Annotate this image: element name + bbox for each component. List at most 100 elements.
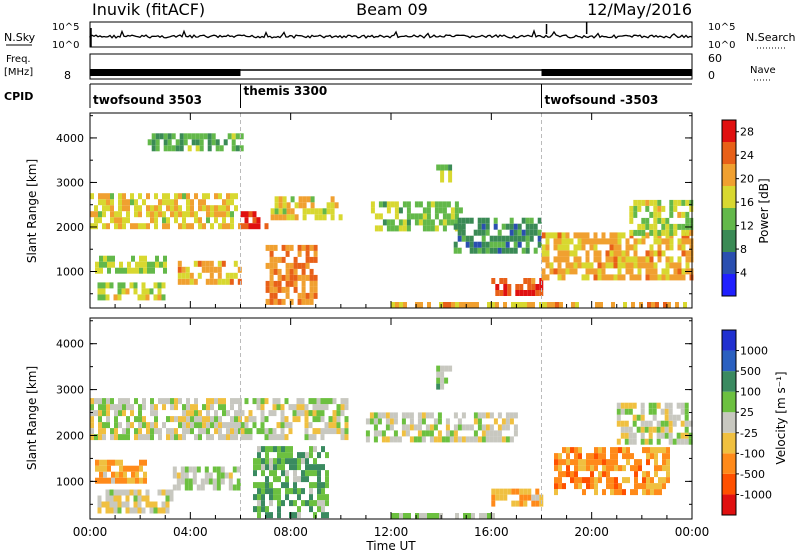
echo-cell bbox=[551, 302, 555, 308]
echo-cell bbox=[122, 434, 126, 441]
echo-cell bbox=[565, 238, 570, 245]
echo-cell bbox=[525, 217, 530, 224]
echo-cell bbox=[689, 217, 694, 224]
echo-cell bbox=[461, 235, 466, 242]
echo-cell bbox=[429, 412, 434, 419]
echo-cell bbox=[645, 268, 650, 275]
echo-cell bbox=[310, 196, 315, 203]
colorbar-tick-label: 1000 bbox=[740, 345, 768, 358]
echo-cell bbox=[558, 483, 562, 490]
echo-cell bbox=[228, 484, 233, 491]
echo-cell bbox=[418, 213, 423, 220]
echo-cell bbox=[289, 458, 293, 465]
echo-cell bbox=[578, 483, 582, 490]
echo-cell bbox=[114, 434, 118, 441]
echo-cell bbox=[109, 489, 114, 496]
echo-cell bbox=[632, 402, 637, 409]
echo-cell bbox=[318, 214, 323, 221]
echo-cell bbox=[163, 133, 168, 140]
echo-cell bbox=[189, 272, 194, 279]
x-tick-label: 04:00 bbox=[173, 525, 208, 539]
echo-cell bbox=[317, 452, 321, 459]
echo-cell bbox=[150, 410, 154, 417]
echo-cell bbox=[481, 247, 486, 254]
echo-cell bbox=[121, 288, 126, 295]
echo-cell bbox=[133, 282, 138, 289]
echo-cell bbox=[305, 262, 310, 269]
echo-cell bbox=[491, 513, 495, 519]
echo-cell bbox=[269, 494, 273, 501]
echo-cell bbox=[549, 268, 554, 275]
echo-cell bbox=[264, 434, 269, 441]
echo-cell bbox=[310, 208, 315, 215]
echo-cell bbox=[230, 211, 234, 218]
echo-cell bbox=[336, 416, 341, 423]
echo-cell bbox=[110, 211, 114, 218]
echo-cell bbox=[114, 422, 118, 429]
echo-cell bbox=[657, 274, 662, 281]
echo-cell bbox=[261, 464, 265, 471]
echo-cell bbox=[593, 274, 598, 281]
echo-cell bbox=[586, 465, 590, 472]
echo-cell bbox=[373, 424, 378, 431]
echo-cell bbox=[650, 489, 654, 496]
echo-cell bbox=[256, 217, 261, 224]
echo-cell bbox=[194, 217, 198, 224]
echo-cell bbox=[190, 416, 194, 423]
echo-cell bbox=[252, 422, 257, 429]
echo-cell bbox=[661, 250, 666, 257]
echo-cell bbox=[654, 459, 658, 466]
colorbar-swatch bbox=[722, 412, 736, 433]
echo-cell bbox=[296, 416, 301, 423]
echo-cell bbox=[209, 278, 214, 285]
echo-cell bbox=[106, 416, 110, 423]
echo-cell bbox=[656, 438, 661, 445]
echo-cell bbox=[231, 139, 236, 146]
echo-cell bbox=[610, 453, 614, 460]
echo-cell bbox=[680, 420, 685, 427]
echo-cell bbox=[523, 500, 528, 507]
echo-cell bbox=[645, 232, 650, 239]
echo-cell bbox=[541, 244, 546, 251]
echo-cell bbox=[322, 214, 327, 221]
echo-cell bbox=[239, 133, 244, 140]
echo-cell bbox=[527, 284, 532, 290]
echo-cell bbox=[657, 199, 662, 206]
echo-cell bbox=[293, 268, 298, 275]
echo-cell bbox=[261, 482, 265, 489]
echo-cell bbox=[628, 426, 633, 433]
echo-cell bbox=[477, 223, 482, 230]
echo-cell bbox=[289, 280, 294, 287]
echo-cell bbox=[276, 422, 281, 429]
echo-cell bbox=[304, 434, 309, 441]
echo-cell bbox=[625, 238, 630, 245]
echo-cell bbox=[296, 404, 301, 411]
echo-cell bbox=[257, 446, 261, 453]
echo-cell bbox=[318, 208, 323, 215]
echo-cell bbox=[226, 428, 230, 435]
echo-cell bbox=[665, 268, 670, 275]
echo-cell bbox=[677, 268, 682, 275]
echo-cell bbox=[151, 145, 156, 152]
echo-cell bbox=[649, 250, 654, 257]
noise-trace bbox=[89, 22, 693, 47]
echo-cell bbox=[493, 235, 498, 242]
echo-cell bbox=[309, 256, 314, 263]
echo-cell bbox=[624, 420, 629, 427]
echo-cell bbox=[523, 488, 528, 495]
echo-cell bbox=[119, 261, 123, 268]
power-colorbar-label: Power [dB] bbox=[757, 178, 771, 243]
echo-cell bbox=[557, 250, 562, 257]
echo-cell bbox=[531, 500, 536, 507]
echo-cell bbox=[244, 428, 249, 435]
echo-cell bbox=[113, 507, 118, 514]
echo-cell bbox=[179, 139, 184, 146]
echo-cell bbox=[273, 244, 278, 251]
echo-cell bbox=[616, 402, 621, 409]
echo-cell bbox=[336, 428, 341, 435]
echo-cell bbox=[469, 241, 474, 248]
echo-cell bbox=[344, 434, 349, 441]
echo-cell bbox=[578, 447, 582, 454]
echo-cell bbox=[505, 424, 510, 431]
echo-cell bbox=[401, 412, 406, 419]
